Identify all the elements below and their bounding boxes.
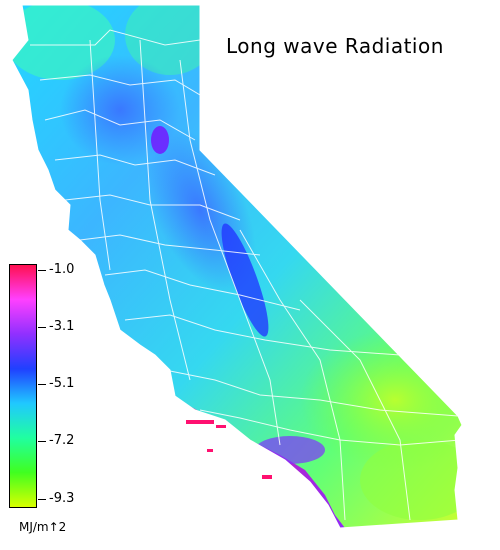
north-coast-region (12, 5, 115, 80)
legend-tick (38, 270, 46, 271)
legend-tick (38, 499, 46, 500)
north-east-region (125, 5, 215, 75)
state-outline (11, 4, 463, 529)
channel-islands (186, 420, 272, 479)
shasta-peak (151, 126, 169, 154)
map-title: Long wave Radiation (226, 34, 444, 58)
legend-tick-label: -9.3 (49, 491, 75, 506)
legend-tick-label: -5.1 (49, 376, 75, 391)
east-desert-region (360, 440, 462, 520)
legend-tick (38, 441, 46, 442)
la-basin (255, 436, 325, 464)
legend-tick-label: -7.2 (49, 433, 75, 448)
legend-color-bar (9, 264, 37, 508)
legend-unit: MJ/m↑2 (19, 520, 67, 534)
legend-tick-label: -1.0 (49, 262, 75, 277)
county-boundaries (30, 29, 461, 521)
legend-tick (38, 327, 46, 328)
legend-tick-label: -3.1 (49, 319, 75, 334)
legend-tick (38, 384, 46, 385)
